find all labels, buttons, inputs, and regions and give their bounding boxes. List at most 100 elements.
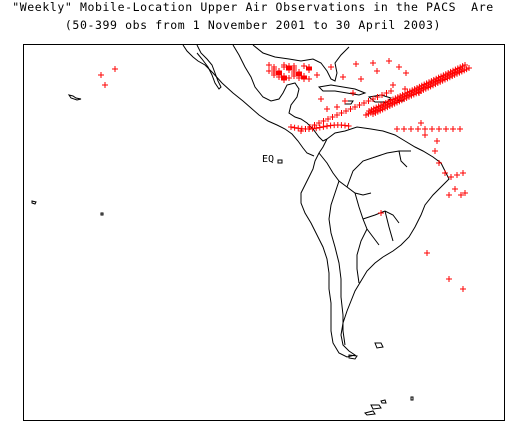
- observation-marker: [448, 174, 454, 180]
- observation-marker: [358, 76, 364, 82]
- observation-marker: [291, 73, 297, 79]
- observation-marker: [328, 64, 334, 70]
- observation-marker: [442, 170, 448, 176]
- observation-marker: [266, 62, 272, 68]
- observation-marker: [102, 82, 108, 88]
- observation-marker: [306, 67, 312, 73]
- observation-marker: [462, 62, 468, 68]
- observation-marker: [394, 126, 400, 132]
- observation-marker: [112, 66, 118, 72]
- observation-marker: [316, 124, 323, 131]
- observation-marker: [379, 92, 385, 98]
- observation-marker: [365, 98, 372, 104]
- observation-marker: [98, 72, 104, 78]
- coastline-speck-center: [100, 212, 104, 216]
- observation-marker: [281, 64, 287, 70]
- observation-marker: [320, 123, 327, 130]
- observation-marker: [446, 276, 452, 282]
- observation-marker: [434, 138, 440, 144]
- coastlines: [31, 45, 450, 416]
- coastline-falklands: [374, 342, 384, 349]
- coastline-south-america: [300, 126, 450, 358]
- observation-marker: [296, 75, 302, 81]
- observation-marker: [429, 126, 435, 132]
- observation-marker: [276, 74, 282, 80]
- observation-marker: [318, 96, 324, 102]
- observation-marker: [320, 118, 327, 124]
- map-canvas: EQ: [31, 45, 472, 416]
- observation-marker: [352, 104, 358, 110]
- map-frame: EQ: [23, 44, 505, 421]
- observation-marker: [408, 126, 414, 132]
- observation-marker: [334, 104, 340, 110]
- observation-marker: [281, 76, 287, 82]
- observation-marker: [424, 250, 430, 256]
- country-borders: [318, 150, 411, 346]
- observation-marker: [415, 126, 421, 132]
- observation-marker: [286, 66, 292, 72]
- observation-marker: [446, 192, 452, 198]
- observation-marker: [340, 74, 346, 80]
- observation-marker: [338, 110, 345, 116]
- observation-marker: [383, 90, 390, 96]
- observation-marker: [418, 120, 424, 126]
- coastline-baja: [196, 45, 222, 90]
- observation-marker: [350, 90, 356, 96]
- observation-marker: [288, 124, 294, 130]
- observation-marker: [356, 102, 363, 108]
- observation-marker: [386, 58, 392, 64]
- observation-marker: [462, 190, 468, 196]
- observation-marker: [266, 68, 272, 74]
- observation-marker: [324, 106, 330, 112]
- observation-marker: [460, 170, 466, 176]
- observation-marker: [329, 114, 336, 120]
- observation-marker: [325, 116, 331, 122]
- coastline-galapagos: [277, 159, 283, 164]
- map-subtitle: (50-399 obs from 1 November 2001 to 30 A…: [64, 18, 442, 32]
- observation-marker: [457, 126, 463, 132]
- observation-marker: [416, 90, 422, 96]
- observation-marker: [324, 123, 330, 130]
- observation-marker: [370, 96, 376, 102]
- coastline-south-sandwich: [410, 396, 414, 401]
- observation-marker: [443, 126, 449, 132]
- observation-marker: [450, 126, 456, 132]
- observation-marker: [361, 100, 367, 106]
- observation-marker: [301, 63, 307, 69]
- observation-marker: [401, 126, 407, 132]
- observation-marker: [345, 123, 352, 130]
- observation-marker: [396, 64, 402, 70]
- observation-marker: [422, 132, 428, 138]
- observation-marker: [402, 86, 408, 92]
- observation-marker: [436, 160, 442, 166]
- observation-marker: [466, 65, 472, 71]
- coastline-us-gulf: [252, 45, 350, 82]
- observation-marker: [334, 112, 340, 118]
- observation-marker: [432, 148, 438, 154]
- observation-marker: [374, 94, 381, 100]
- observation-marker: [311, 122, 318, 128]
- observation-marker: [422, 126, 428, 132]
- observation-marker: [316, 120, 322, 126]
- observation-marker: [370, 60, 376, 66]
- observation-marker: [314, 72, 320, 78]
- observation-marker: [374, 68, 380, 74]
- coastline-tierra-del-fuego: [348, 354, 358, 360]
- observation-marker: [436, 126, 442, 132]
- observation-marker: [342, 98, 348, 104]
- observation-marker: [343, 108, 349, 114]
- observation-marker: [271, 72, 277, 78]
- observation-marker: [454, 172, 460, 178]
- observation-marker: [313, 125, 320, 132]
- coastline-hawaii-speck: [67, 94, 82, 101]
- map-title: "Weekly" Mobile-Location Upper Air Obser…: [12, 0, 494, 14]
- observation-marker: [347, 106, 354, 112]
- observation-marker: [403, 70, 409, 76]
- observation-marker: [459, 66, 465, 72]
- observation-marker: [353, 61, 359, 67]
- observation-marker: [378, 210, 384, 216]
- coastline-cuba: [317, 84, 367, 96]
- observation-marker: [388, 88, 394, 94]
- coastline-south-georgia: [364, 399, 387, 416]
- observation-marker: [291, 124, 298, 131]
